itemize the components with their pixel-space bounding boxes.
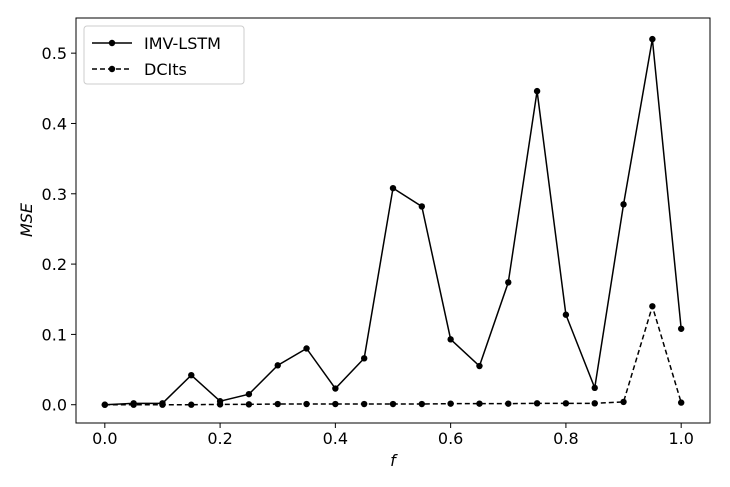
point: [620, 201, 627, 208]
point: [188, 401, 195, 408]
x-tick-label: 0.4: [323, 429, 348, 448]
point: [216, 401, 224, 408]
legend-label: DCIts: [144, 60, 187, 79]
point: [505, 400, 512, 407]
point: [159, 401, 166, 408]
point: [677, 325, 685, 332]
point: [533, 87, 541, 95]
point: [303, 345, 310, 352]
point: [677, 399, 685, 406]
y-tick-label: 0.5: [42, 44, 67, 63]
point: [101, 401, 109, 408]
point: [591, 400, 598, 407]
point: [649, 35, 656, 43]
x-tick-label: 0.0: [92, 429, 117, 448]
point: [476, 362, 483, 370]
legend-label: IMV-LSTM: [144, 34, 221, 53]
point: [476, 400, 483, 407]
point: [130, 401, 137, 408]
point: [274, 362, 281, 369]
y-tick-label: 0.2: [42, 255, 67, 274]
point: [245, 390, 253, 398]
x-tick-label: 0.6: [438, 429, 463, 448]
point: [620, 398, 627, 406]
point: [389, 184, 397, 192]
point: [591, 384, 598, 392]
plot-frame: [75, 17, 711, 424]
point: [274, 400, 281, 408]
point: [447, 336, 454, 343]
point: [418, 400, 426, 408]
y-tick-label: 0.3: [42, 185, 67, 204]
point: [505, 279, 512, 286]
point: [649, 303, 656, 310]
y-tick-label: 0.4: [42, 114, 67, 133]
point: [562, 400, 570, 407]
legend-marker: [108, 39, 116, 47]
y-tick-label: 0.1: [42, 325, 67, 344]
legend-marker: [108, 65, 116, 73]
point: [562, 311, 570, 318]
y-axis-label: MSE: [17, 202, 36, 237]
point: [332, 385, 339, 392]
point: [447, 400, 454, 407]
point: [389, 400, 397, 408]
x-tick-label: 0.8: [553, 429, 578, 448]
x-tick-label: 0.2: [207, 429, 232, 448]
point: [418, 203, 426, 210]
point: [332, 400, 339, 408]
y-tick-label: 0.0: [42, 396, 67, 415]
series-line: [104, 38, 682, 406]
x-tick-label: 1.0: [668, 429, 693, 448]
point: [245, 401, 253, 408]
point: [360, 400, 368, 408]
x-axis-label: f: [390, 451, 398, 470]
point: [533, 400, 541, 407]
point: [188, 371, 195, 379]
point: [303, 400, 310, 408]
point: [360, 355, 368, 362]
